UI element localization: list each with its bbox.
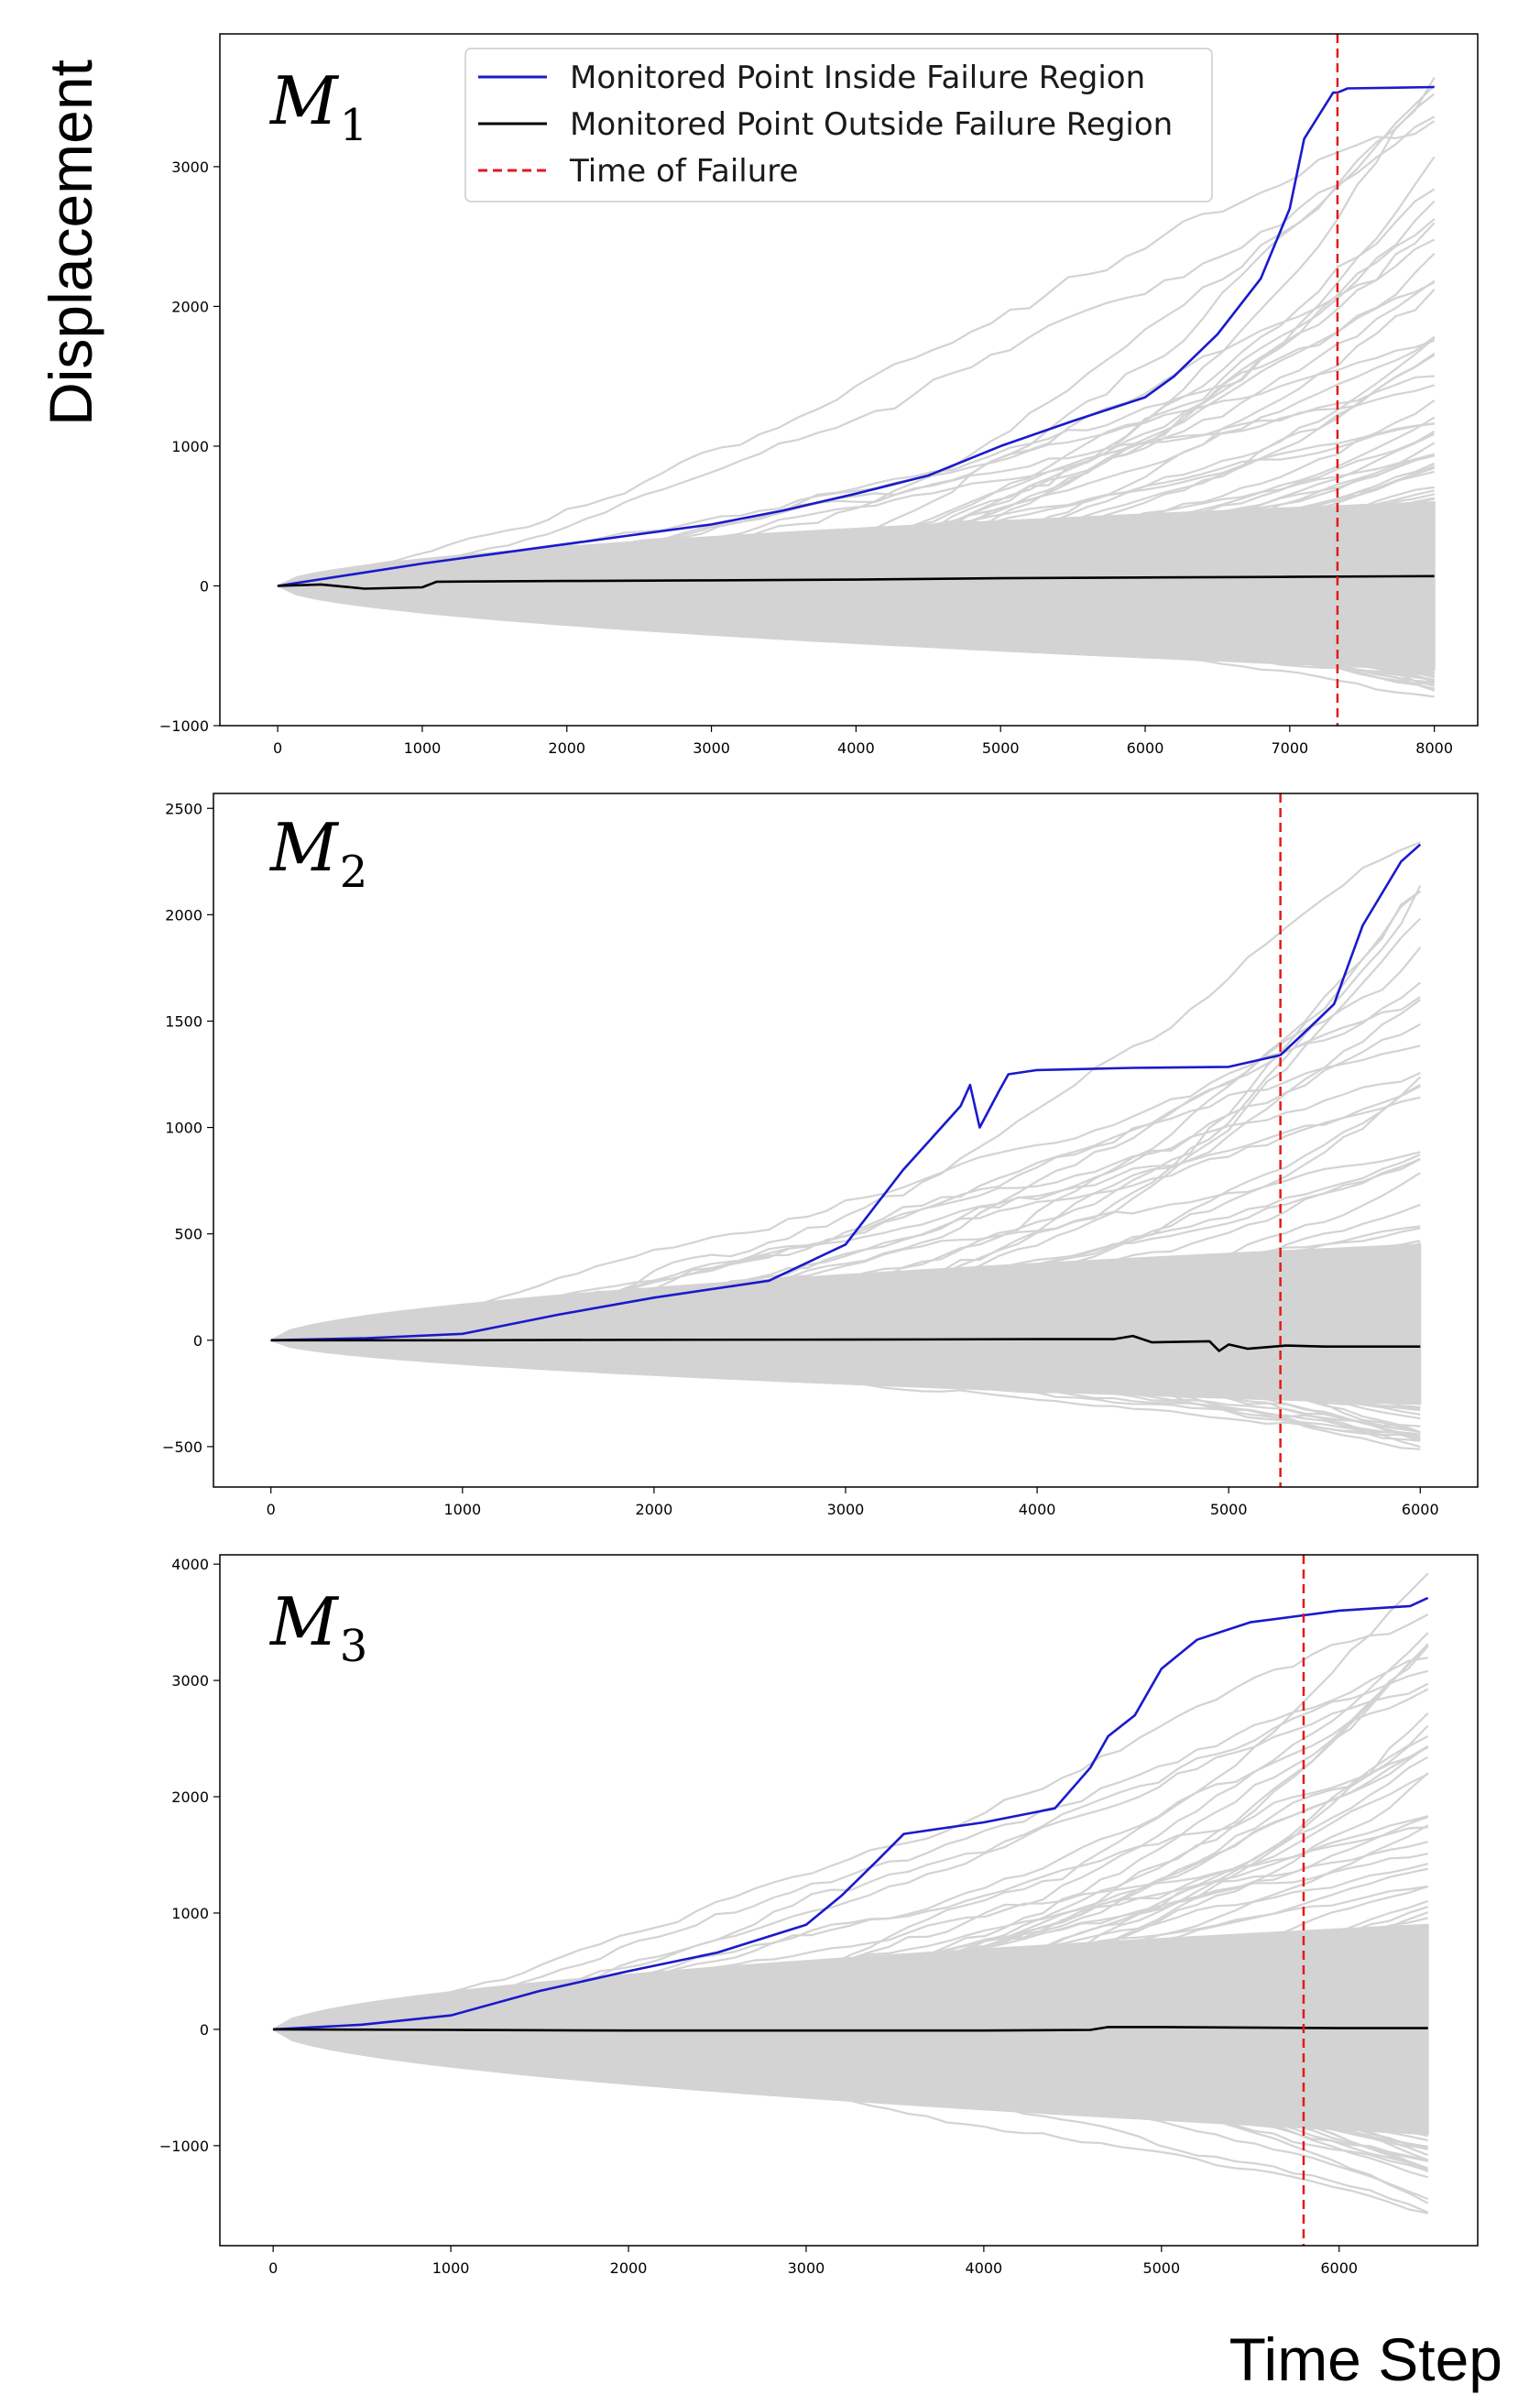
legend-label-failure: Time of Failure xyxy=(569,153,798,190)
x-tick-label: 3000 xyxy=(788,2259,825,2277)
y-axis-label: Displacement xyxy=(37,60,104,426)
x-tick-label: 2000 xyxy=(548,739,585,757)
x-tick-label: 3000 xyxy=(693,739,730,757)
y-tick-label: 0 xyxy=(200,577,209,595)
x-tick-label: 5000 xyxy=(1210,1501,1248,1518)
legend-label-outside: Monitored Point Outside Failure Region xyxy=(570,106,1173,143)
y-tick-label: 1000 xyxy=(171,438,209,455)
x-tick-label: 2000 xyxy=(636,1501,673,1518)
axis-ticks: 0 1000 2000 3000 4000 5000 6000 −500 0 500 1000 150… xyxy=(162,800,1439,1518)
x-tick-label: 6000 xyxy=(1402,1501,1439,1518)
x-tick-label: 0 xyxy=(267,1501,276,1518)
panel-label-m1: M1 xyxy=(268,62,367,151)
x-tick-label: 0 xyxy=(273,739,282,757)
ensemble-core-band xyxy=(275,500,1436,672)
x-tick-label: 8000 xyxy=(1415,739,1453,757)
panel-m1: 0 1000 2000 3000 4000 5000 6000 7000 8000 −1000 0 1… xyxy=(159,33,1479,757)
x-tick-label: 1000 xyxy=(432,2259,470,2277)
panel-m3: 0 1000 2000 3000 4000 5000 6000 −1000 0 1000 2000 3… xyxy=(159,1554,1479,2277)
x-tick-label: 5000 xyxy=(1142,2259,1180,2277)
y-tick-label: 0 xyxy=(193,1332,202,1350)
x-tick-label: 1000 xyxy=(404,739,442,757)
series-line-inside xyxy=(273,1596,1429,2031)
ensemble-lines xyxy=(275,77,1436,698)
y-tick-label: 3000 xyxy=(171,159,209,176)
series-lines xyxy=(270,843,1422,1352)
legend-box xyxy=(464,48,1213,202)
x-tick-label: 1000 xyxy=(443,1501,481,1518)
y-tick-label: 0 xyxy=(200,2021,209,2039)
y-tick-label: 2000 xyxy=(171,298,209,315)
series-line-inside xyxy=(277,85,1435,587)
y-tick-label: 1000 xyxy=(171,1905,209,1922)
series-line-inside xyxy=(270,843,1422,1342)
ensemble-line xyxy=(277,120,1436,587)
x-tick-label: 2000 xyxy=(610,2259,648,2277)
legend-label-inside: Monitored Point Inside Failure Region xyxy=(570,60,1145,96)
y-tick-label: −1000 xyxy=(159,2138,209,2155)
x-tick-label: 5000 xyxy=(982,739,1020,757)
x-tick-label: 6000 xyxy=(1320,2259,1358,2277)
x-tick-label: 4000 xyxy=(837,739,875,757)
series-line-outside xyxy=(270,1334,1421,1352)
panel-label-m2: M2 xyxy=(268,809,367,898)
series-lines xyxy=(277,85,1435,590)
legend: Monitored Point Inside Failure Region Mo… xyxy=(464,48,1213,202)
x-axis-label: Time Step xyxy=(1229,2325,1502,2393)
axis-ticks: 0 1000 2000 3000 4000 5000 6000 7000 8000 −1000 0 1… xyxy=(159,159,1453,757)
y-tick-label: 1500 xyxy=(165,1012,202,1030)
y-tick-label: 2000 xyxy=(171,1788,209,1806)
ensemble-line xyxy=(278,115,1436,587)
ensemble-line xyxy=(273,1613,1429,2030)
series-lines xyxy=(273,1596,1429,2032)
panel-m2: 0 1000 2000 3000 4000 5000 6000 −500 0 500 1000 150… xyxy=(162,793,1479,1518)
series-line-outside xyxy=(273,2026,1428,2032)
x-tick-label: 7000 xyxy=(1271,739,1308,757)
series-line-outside xyxy=(278,574,1435,590)
y-tick-label: 4000 xyxy=(171,1556,209,1573)
y-tick-label: 1000 xyxy=(165,1120,202,1137)
ensemble-lines xyxy=(268,841,1422,1450)
y-tick-label: 2000 xyxy=(165,906,202,924)
y-tick-label: 2500 xyxy=(165,800,202,817)
plot-frame xyxy=(219,33,1479,727)
x-tick-label: 3000 xyxy=(827,1501,865,1518)
plot-frame xyxy=(219,1554,1479,2247)
y-tick-label: −500 xyxy=(162,1438,202,1456)
y-tick-label: −1000 xyxy=(159,717,209,735)
x-tick-label: 4000 xyxy=(966,2259,1003,2277)
panel-label-m3: M3 xyxy=(268,1583,367,1672)
x-tick-label: 4000 xyxy=(1019,1501,1056,1518)
ensemble-core-band xyxy=(268,1243,1422,1405)
axis-ticks: 0 1000 2000 3000 4000 5000 6000 −1000 0 1000 2000 3… xyxy=(159,1556,1358,2277)
x-tick-label: 6000 xyxy=(1127,739,1164,757)
y-tick-label: 500 xyxy=(174,1226,202,1243)
plot-frame xyxy=(213,793,1479,1488)
x-tick-label: 0 xyxy=(268,2259,278,2277)
ensemble-lines xyxy=(271,1572,1429,2215)
y-tick-label: 3000 xyxy=(171,1672,209,1690)
